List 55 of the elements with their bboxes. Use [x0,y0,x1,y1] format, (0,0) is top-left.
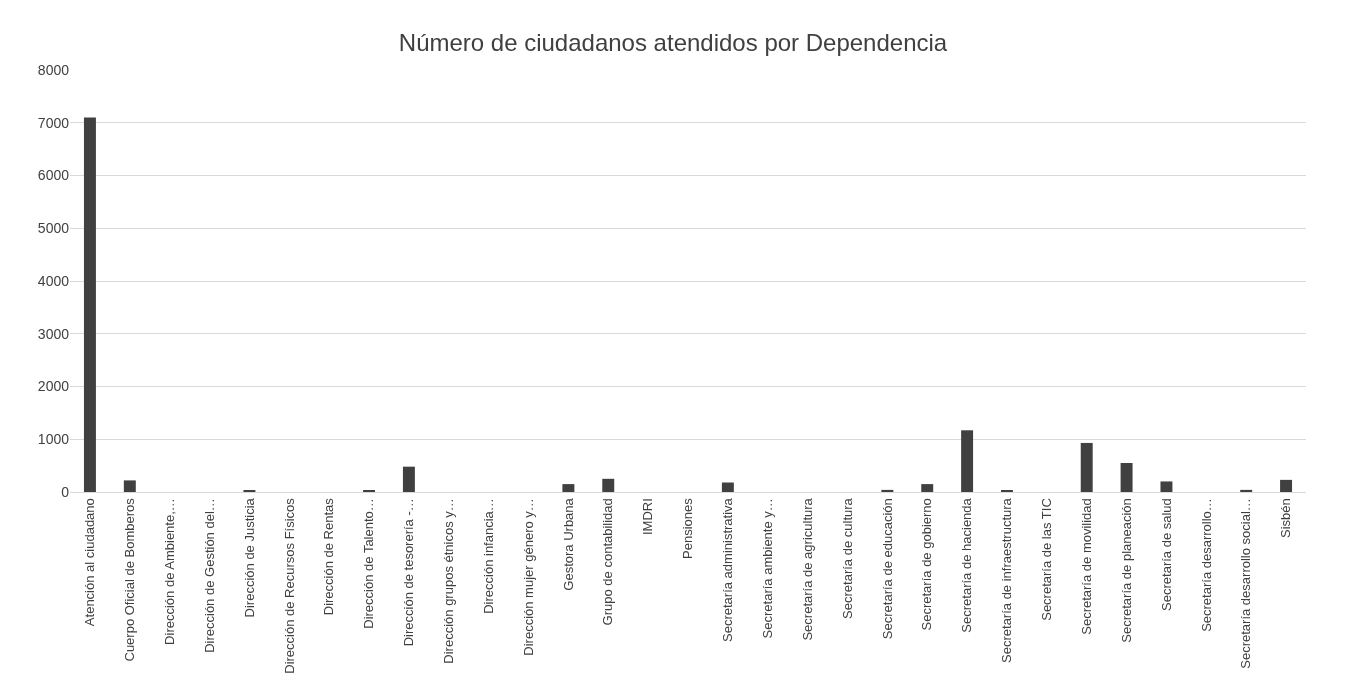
x-tick-label: Secretaría de infraestructura [999,497,1015,663]
x-tick-label: Pensiones [680,497,696,559]
y-tick-label: 1000 [37,431,70,448]
x-tick-label: Secretaría administrativa [720,497,736,642]
bar [1120,462,1133,492]
bar [1280,479,1293,492]
bar [1080,442,1093,492]
x-tick-label: Secretaría de cultura [839,497,855,619]
x-tick-label: Secretaría de educación [879,498,895,640]
x-tick-label: Atención al ciudadano [82,498,98,627]
x-tick-label: Dirección de Rentas [321,497,337,616]
y-tick-label: 7000 [37,114,70,131]
x-tick-label: Secretaría de movilidad [1078,498,1094,635]
bar [562,484,575,492]
x-tick-label: Grupo de contabilidad [600,498,616,626]
x-tick-label: Gestora Urbana [560,497,576,591]
x-tick-label: Secretaría de planeación [1118,498,1134,643]
x-tick-label: Dirección de Gestión del… [201,498,217,653]
y-tick-label: 8000 [37,61,70,78]
bar [83,117,96,492]
bar [721,482,734,492]
y-tick-label: 4000 [37,272,70,289]
x-tick-label: IMDRI [640,498,656,536]
x-tick-label: Sisbén [1278,498,1294,538]
bar [921,484,934,492]
x-tick-label: Secretaría desarrollo… [1198,498,1214,632]
y-tick-label: 5000 [37,220,70,237]
x-tick-label: Secretaría de gobierno [919,498,935,631]
x-tick-label: Secretaría de hacienda [959,497,975,633]
bar [1160,481,1173,492]
x-tick-label: Dirección mujer género y… [520,498,536,656]
x-tick-label: Dirección de Talento… [361,498,377,629]
y-tick-label: 6000 [37,167,70,184]
y-tick-label: 2000 [37,378,70,395]
x-tick-label: Dirección infancia… [480,498,496,614]
x-tick-label: Secretaría ambiente y… [759,498,775,639]
bar [402,466,415,492]
bar [881,489,894,492]
y-tick-label: 3000 [37,325,70,342]
bar [602,478,615,492]
x-tick-label: Secretaría de agricultura [799,497,815,641]
x-tick-label: Secretaría de las TIC [1039,498,1055,621]
x-tick-label: Cuerpo Oficial de Bomberos [122,497,138,662]
chart-title: Número de ciudadanos atendidos por Dependencia [398,29,948,57]
x-tick-label: Secretaría desarrollo social… [1238,498,1254,669]
x-tick-label: Dirección de tesorería -… [401,498,417,647]
x-tick-label: Dirección de Ambiente,… [161,498,177,645]
bar [1240,489,1253,492]
x-tick-label: Dirección de Justicia [241,497,257,618]
x-tick-label: Secretaría de salud [1158,498,1174,611]
x-tick-label: Dirección de Recursos Físicos [281,497,297,674]
bar [123,480,136,492]
bar [961,430,974,492]
x-tick-label: Dirección grupos étnicos y… [440,498,456,664]
y-tick-label: 0 [61,483,70,500]
